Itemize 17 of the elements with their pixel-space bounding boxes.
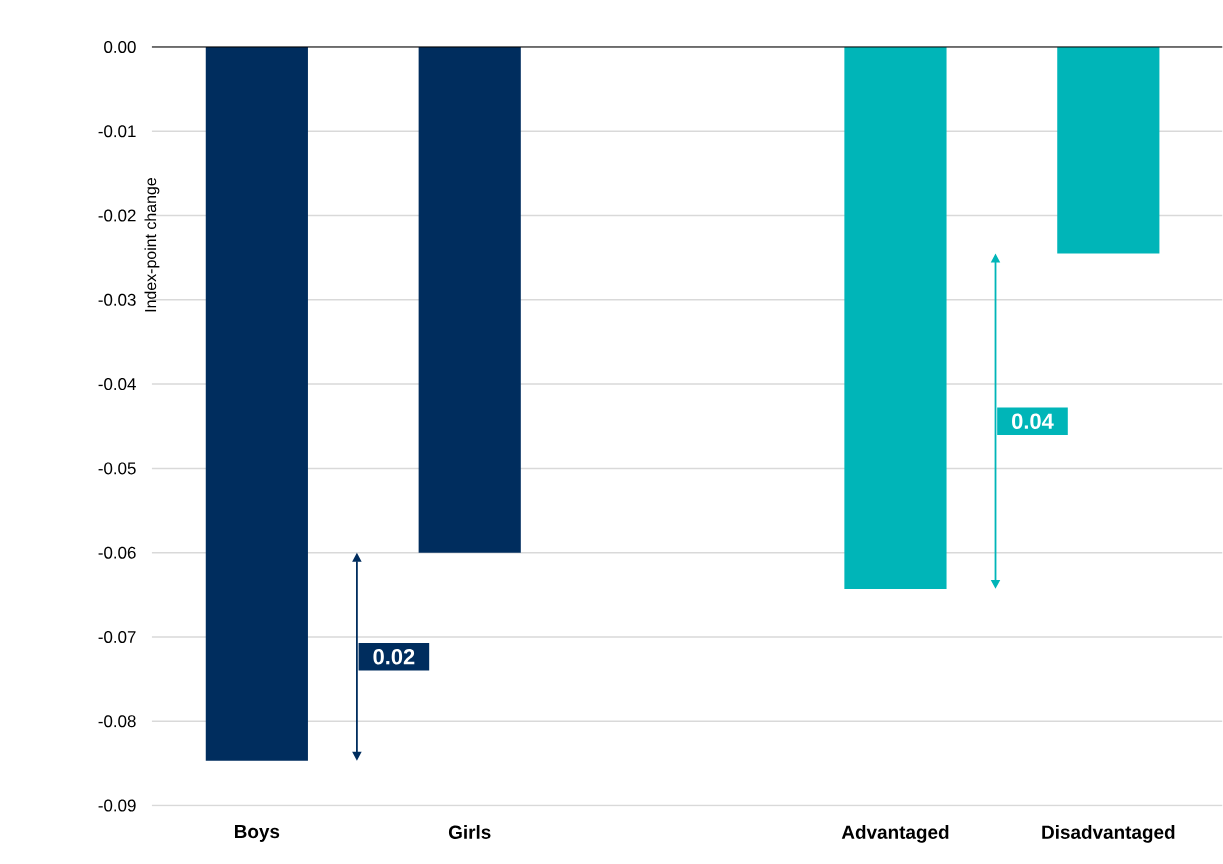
x-tick-label: Advantaged: [841, 824, 949, 843]
y-tick-label: -0.07: [98, 630, 136, 643]
x-tick-label: Girls: [448, 824, 491, 839]
y-tick-label: -0.09: [98, 799, 136, 812]
y-tick-label: -0.06: [98, 546, 136, 559]
y-tick-label: -0.04: [98, 377, 136, 390]
y-tick-label: -0.01: [98, 125, 136, 138]
y-tick-label: -0.03: [98, 293, 136, 306]
x-tick-label: Boys: [234, 824, 280, 842]
x-tick-label: Disadvantaged: [1042, 824, 1175, 843]
y-tick-label: -0.08: [98, 715, 136, 727]
y-tick-label: -0.02: [98, 209, 136, 222]
y-axis-title: Index-point change: [144, 177, 160, 312]
y-tick-label: 0.00: [104, 40, 136, 53]
y-tick-label: -0.05: [98, 462, 136, 475]
annotation: 0.04: [1012, 413, 1054, 429]
annotation: 0.02: [373, 648, 415, 665]
